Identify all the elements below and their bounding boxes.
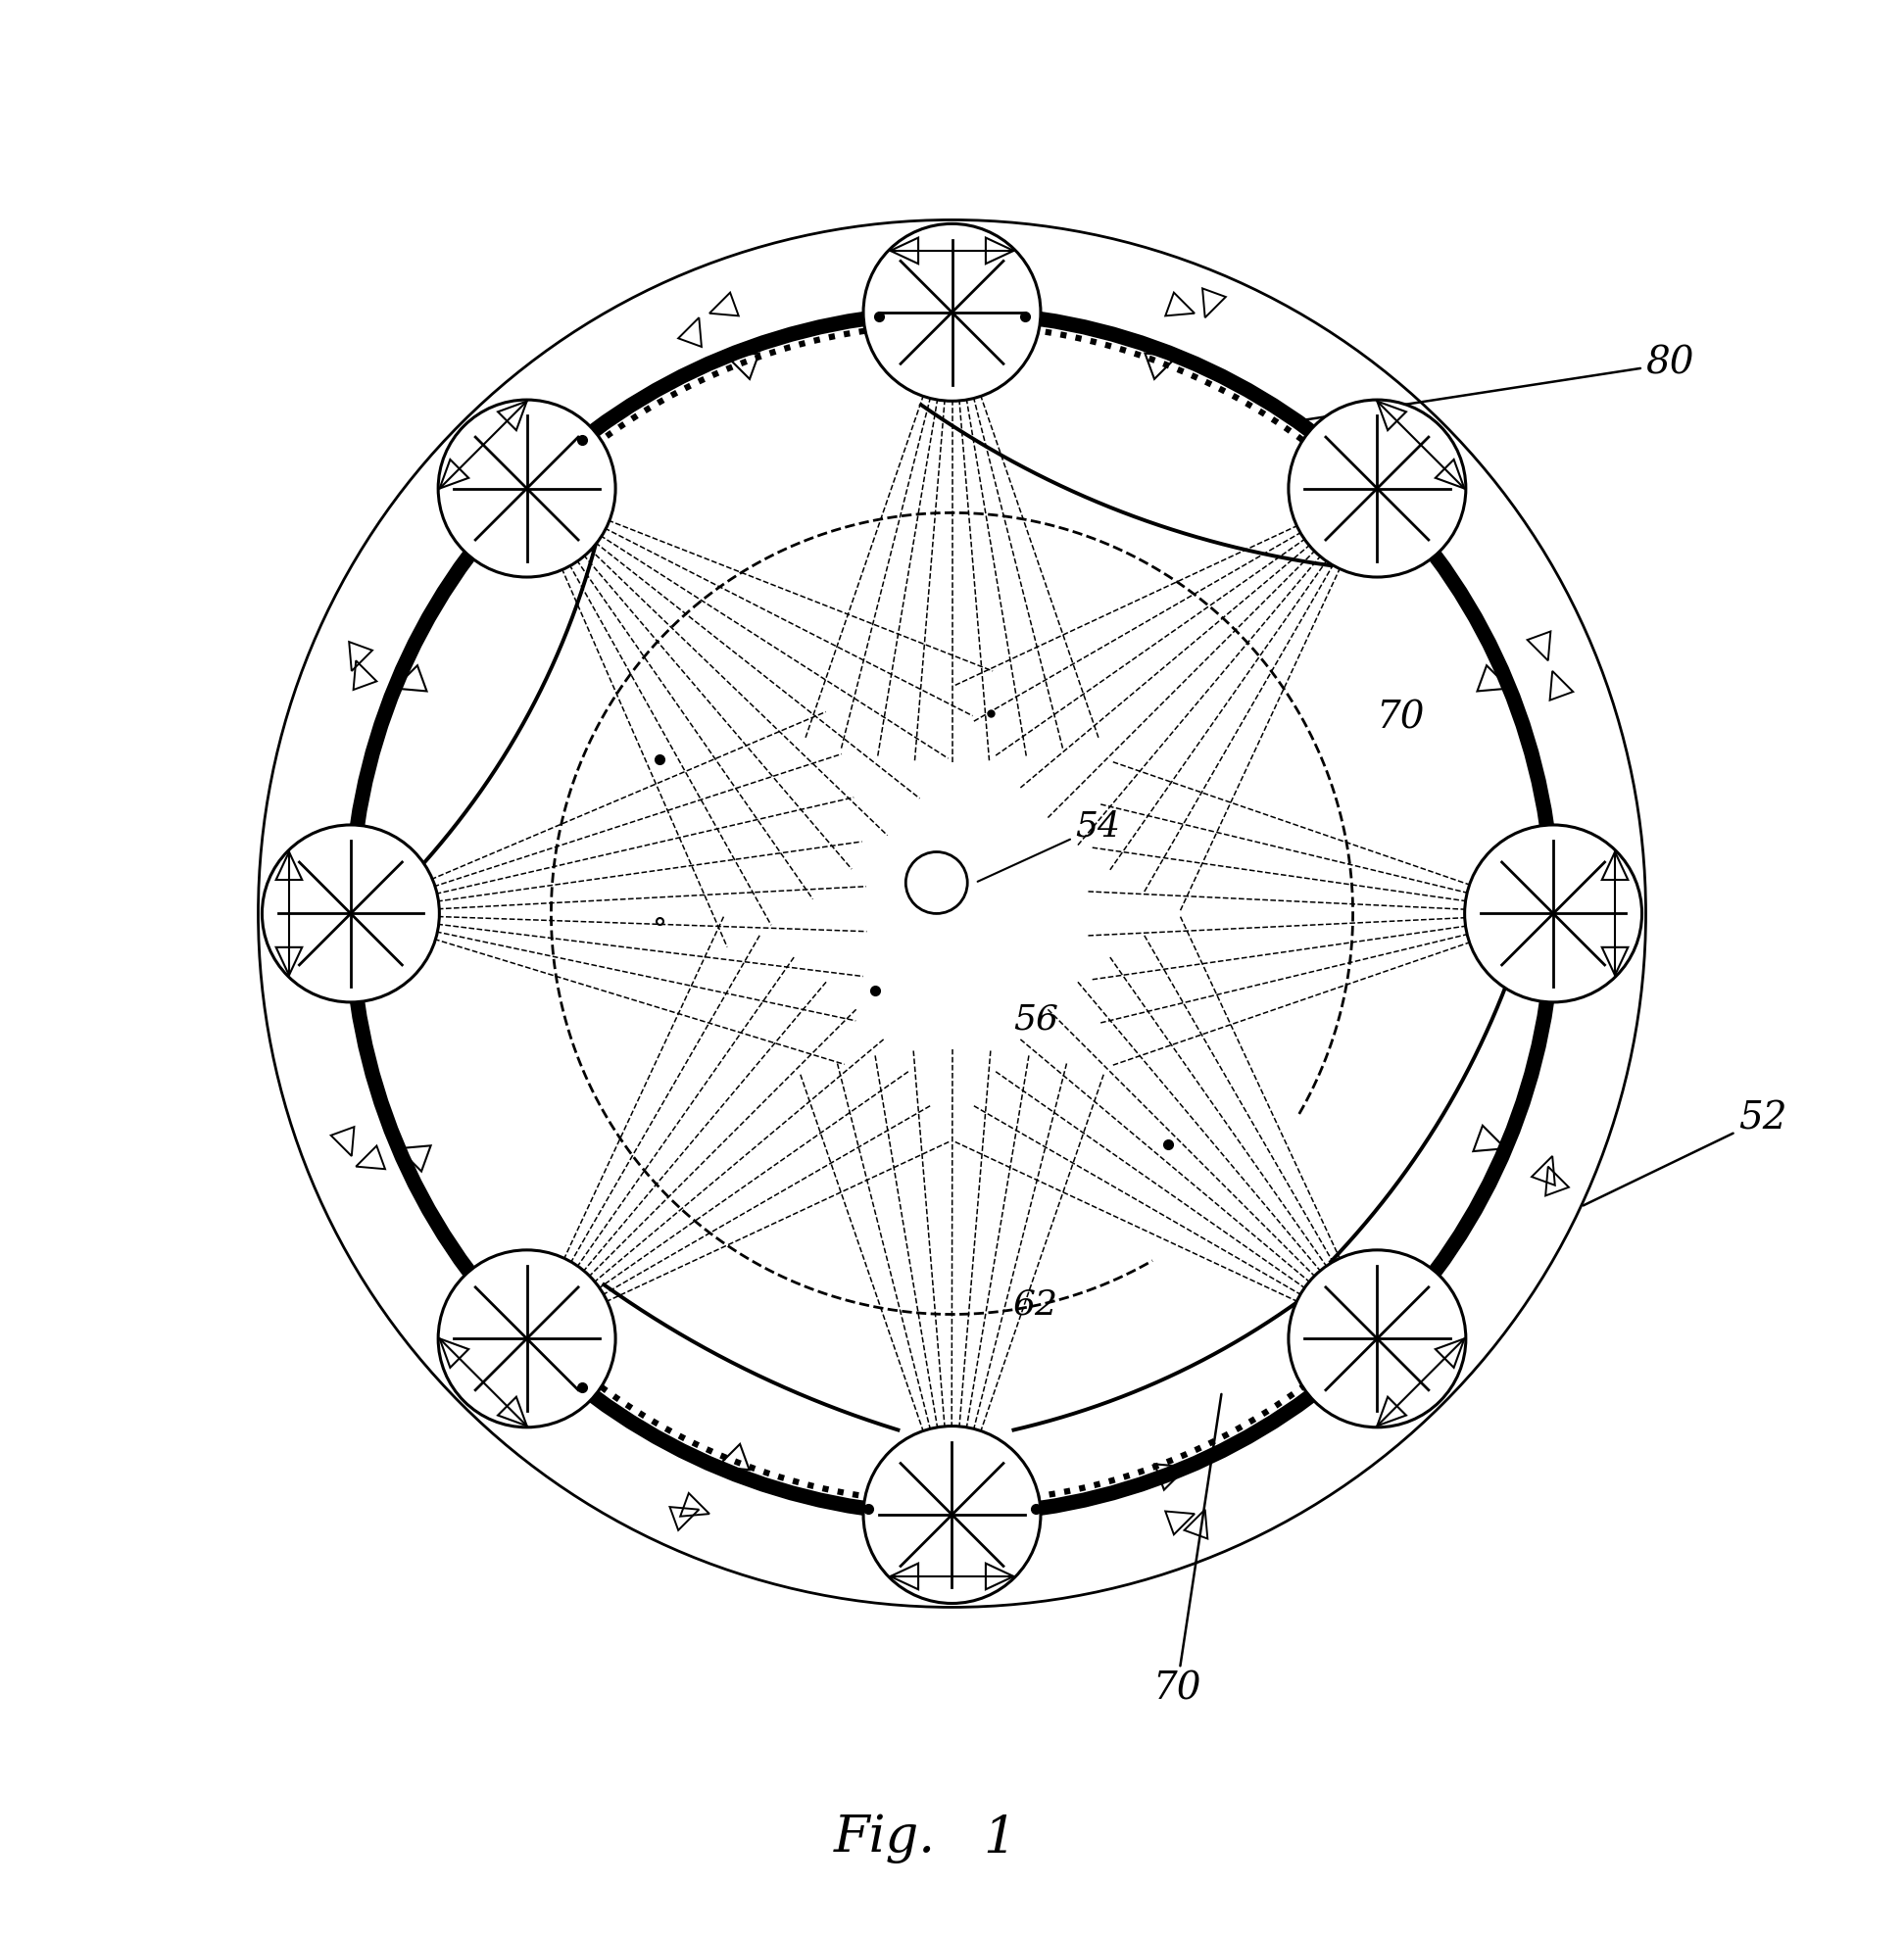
- Circle shape: [863, 1426, 1041, 1604]
- Text: 80: 80: [1300, 346, 1695, 420]
- Text: 54: 54: [977, 811, 1120, 882]
- Circle shape: [438, 1250, 615, 1428]
- Circle shape: [863, 224, 1041, 401]
- Circle shape: [1464, 824, 1641, 1002]
- Circle shape: [438, 401, 615, 577]
- Circle shape: [1289, 1250, 1466, 1428]
- Text: 70: 70: [1152, 1393, 1220, 1707]
- Circle shape: [263, 824, 440, 1002]
- Text: Fig.: Fig.: [834, 1813, 952, 1863]
- Circle shape: [1289, 401, 1466, 577]
- Text: 52: 52: [1584, 1101, 1786, 1206]
- Circle shape: [906, 851, 967, 913]
- Text: 70: 70: [1377, 700, 1424, 737]
- Text: 56: 56: [1013, 1002, 1059, 1035]
- Text: 1: 1: [982, 1813, 1015, 1863]
- Text: 62: 62: [1013, 1289, 1059, 1322]
